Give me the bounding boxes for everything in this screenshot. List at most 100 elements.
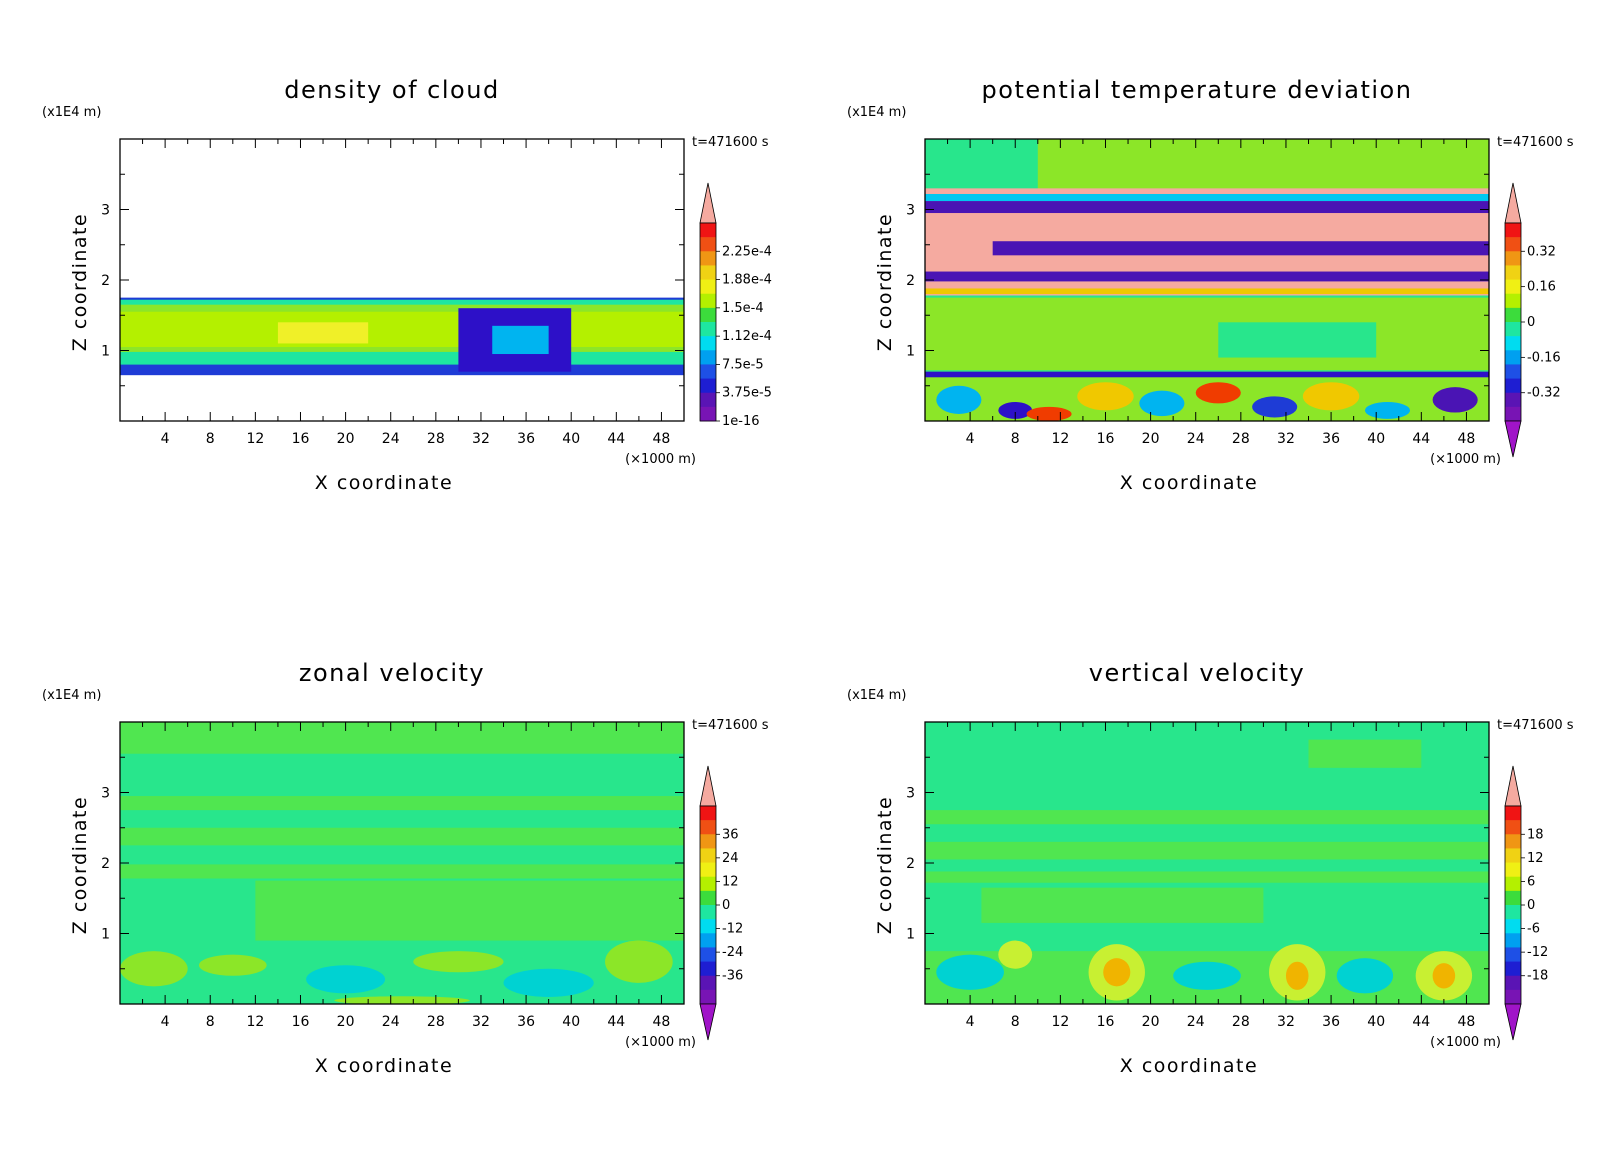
contour-blob [936, 954, 1004, 990]
colorbar-step [700, 876, 716, 892]
x-tick-label: 36 [517, 431, 535, 447]
y-tick-label: 3 [101, 786, 110, 802]
contour-band [1218, 322, 1377, 358]
time-label: t=471600 s [692, 135, 769, 150]
x-tick-label: 32 [1277, 431, 1295, 447]
colorbar-step [1505, 848, 1521, 864]
x-tick-label: 24 [382, 1014, 400, 1030]
colorbar-step [700, 947, 716, 963]
contour-band [1037, 139, 1489, 196]
contour-band [992, 241, 1489, 256]
contour-blob [1195, 382, 1241, 404]
x-tick-label: 36 [1322, 431, 1340, 447]
colorbar-step [1505, 933, 1521, 948]
colorbar-step [700, 307, 716, 323]
colorbar-step [1505, 265, 1521, 281]
colorbar-step [700, 834, 716, 849]
colorbar-label: -12 [722, 922, 743, 937]
colorbar-label: 12 [1527, 851, 1544, 866]
contour-blob [1432, 963, 1456, 989]
x-tick-label: 8 [1011, 431, 1020, 447]
colorbar-step [700, 961, 716, 977]
colorbar-step [1505, 961, 1521, 977]
colorbar-step [700, 905, 716, 920]
x-tick-label: 12 [1051, 1014, 1069, 1030]
colorbar-top-arrow [699, 182, 717, 224]
y-tick-label: 3 [906, 203, 915, 219]
colorbar-step [1505, 834, 1521, 849]
colorbar-step [1505, 820, 1521, 835]
x-tick-label: 32 [472, 1014, 490, 1030]
y-tick-label: 1 [101, 927, 110, 943]
colorbar-step [1505, 876, 1521, 892]
x-tick-label: 48 [1458, 431, 1476, 447]
colorbar: 36 24 12 0 -12 -24 -36 [699, 765, 743, 1041]
contour-field [120, 297, 684, 376]
contour-blob [413, 951, 504, 973]
colorbar-label: 1.5e-4 [722, 301, 764, 316]
x-tick-label: 36 [517, 1014, 535, 1030]
colorbar-step [1505, 223, 1521, 238]
contour-blob [1173, 961, 1241, 990]
colorbar-step [1505, 947, 1521, 963]
y-axis-title: Z coordinate [874, 796, 896, 934]
y-tick-label: 2 [101, 856, 110, 872]
colorbar-label: 0.32 [1527, 244, 1556, 259]
x-tick-label: 44 [1412, 431, 1430, 447]
contour-blob [1336, 958, 1394, 994]
colorbar-step [700, 933, 716, 948]
x-tick-label: 44 [607, 1014, 625, 1030]
y-unit-label: (x1E4 m) [42, 688, 101, 703]
contour-blob [120, 951, 188, 987]
x-tick-label: 28 [1232, 1014, 1250, 1030]
colorbar-step [700, 989, 716, 1005]
colorbar-label: 2.25e-4 [722, 244, 772, 259]
y-tick-label: 2 [906, 856, 915, 872]
colorbar: 0.32 0.16 0 -0.16 -0.32 [1504, 182, 1561, 458]
contour-blob [1364, 401, 1411, 419]
colorbar-top-arrow [699, 765, 717, 807]
colorbar-step [700, 862, 716, 878]
colorbar-label: -0.16 [1527, 350, 1561, 365]
contour-band [120, 722, 684, 754]
y-unit-label: (x1E4 m) [42, 105, 101, 120]
contour-band [120, 796, 684, 811]
x-tick-label: 24 [1187, 1014, 1205, 1030]
x-tick-label: 44 [607, 431, 625, 447]
y-tick-label: 1 [906, 927, 915, 943]
x-tick-label: 28 [427, 431, 445, 447]
contour-field [925, 739, 1489, 1004]
contour-blob [198, 954, 267, 976]
chart-title: vertical velocity [1089, 659, 1305, 687]
time-label: t=471600 s [1497, 135, 1574, 150]
colorbar-step [1505, 279, 1521, 295]
colorbar-step [1505, 322, 1521, 337]
contour-band [492, 325, 549, 355]
colorbar-label: 0.16 [1527, 280, 1556, 295]
colorbar-step [700, 350, 716, 365]
colorbar-step [700, 820, 716, 835]
chart-title: potential temperature deviation [982, 76, 1413, 104]
colorbar-step [1505, 392, 1521, 408]
colorbar-label: 0 [1527, 315, 1535, 330]
x-tick-label: 8 [206, 431, 215, 447]
x-tick-label: 20 [337, 1014, 355, 1030]
contour-blob [503, 968, 594, 997]
colorbar-step [700, 378, 716, 394]
colorbar-label: 36 [722, 827, 739, 842]
colorbar-label: 3.75e-5 [722, 386, 772, 401]
x-tick-label: 40 [562, 431, 580, 447]
colorbar-step [700, 293, 716, 309]
contour-blob [1432, 387, 1478, 413]
y-axis-title: Z coordinate [69, 213, 91, 351]
x-tick-label: 40 [1367, 1014, 1385, 1030]
x-tick-label: 32 [1277, 1014, 1295, 1030]
colorbar-step [1505, 307, 1521, 323]
x-tick-label: 20 [337, 431, 355, 447]
x-tick-label: 16 [292, 431, 310, 447]
colorbar-label: 1.88e-4 [722, 273, 772, 288]
x-unit-label: (×1000 m) [625, 1035, 696, 1050]
contour-blob [1252, 396, 1298, 418]
x-tick-label: 48 [653, 431, 671, 447]
